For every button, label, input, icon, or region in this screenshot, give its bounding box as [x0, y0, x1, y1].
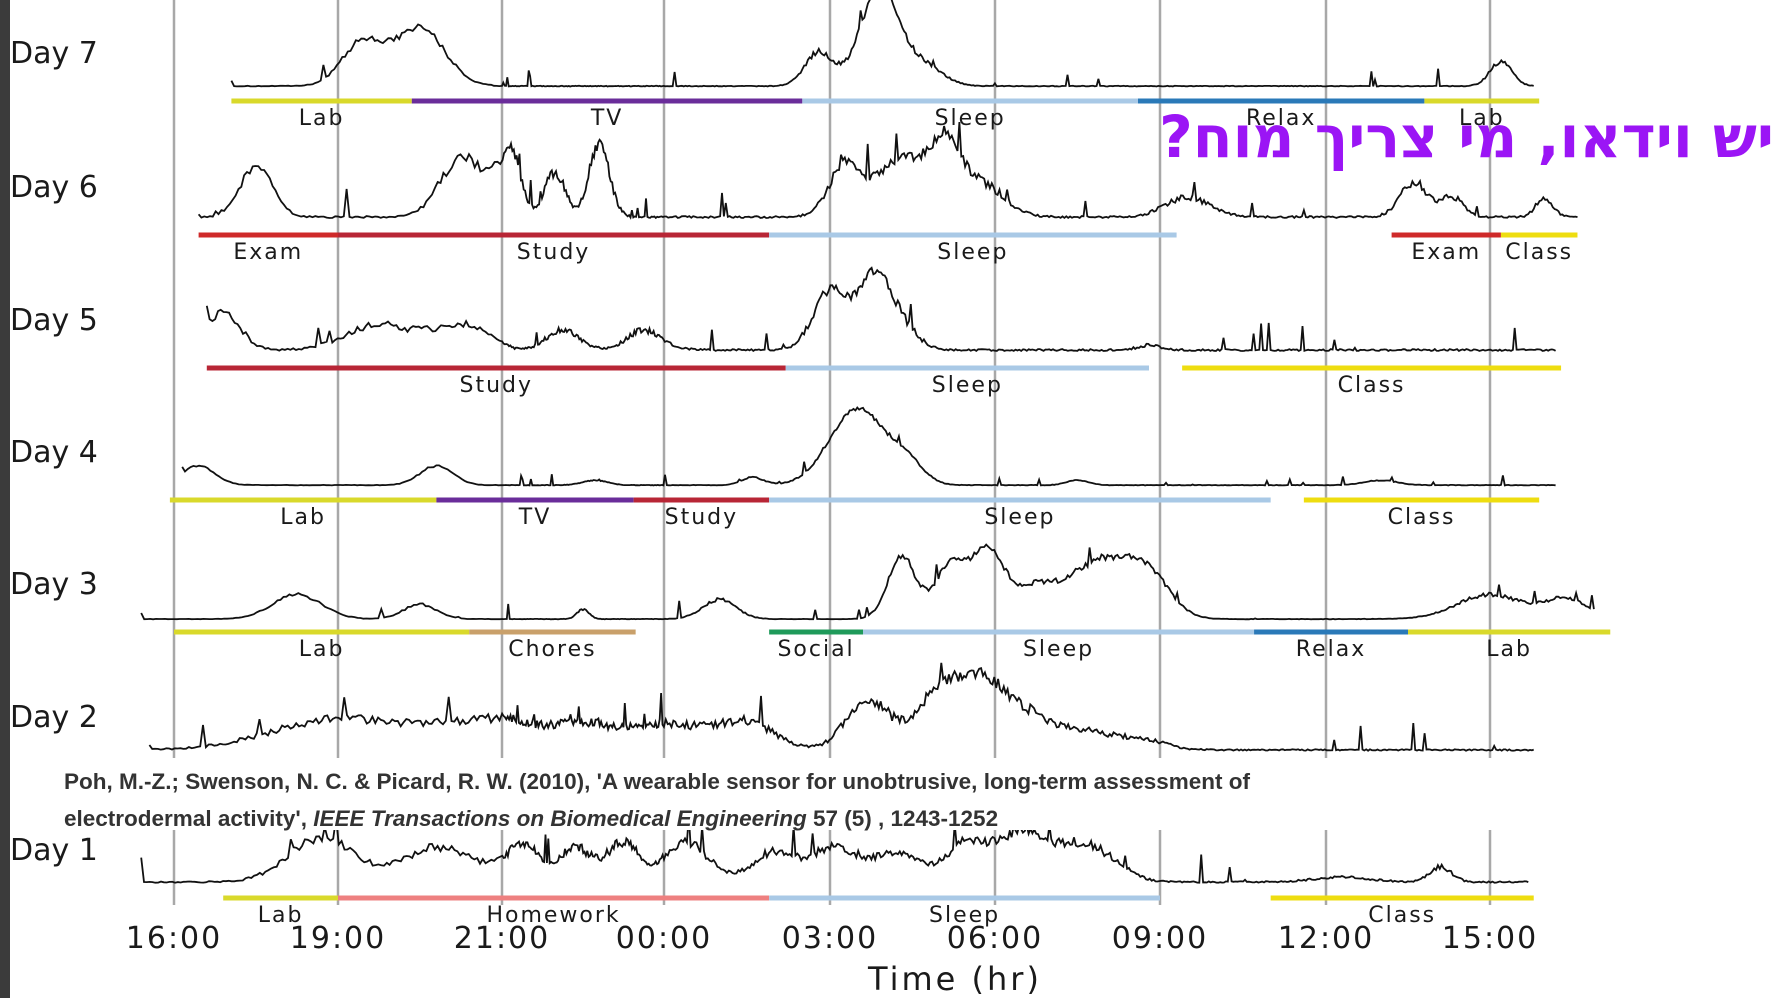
x-axis-label: Time (hr)	[867, 960, 1042, 998]
x-tick-label: 09:00	[1112, 921, 1208, 956]
activity-label: Sleep	[1023, 637, 1094, 662]
citation-title-cont: electrodermal activity',	[64, 806, 307, 831]
activity-label: Class	[1338, 373, 1406, 398]
citation-volume: 57 (5) , 1243-1252	[812, 806, 999, 831]
eda-trace	[140, 815, 1529, 884]
citation-authors-title: Poh, M.-Z.; Swenson, N. C. & Picard, R. …	[64, 769, 1251, 794]
activity-label: Lab	[1486, 637, 1532, 662]
x-tick-label: 06:00	[947, 921, 1043, 956]
eda-trace	[230, 0, 1534, 88]
day-row: Day 5 Study Sleep Class	[10, 266, 1562, 398]
activity-label: Study	[665, 505, 739, 530]
activity-label: Class	[1388, 505, 1456, 530]
day-label: Day 2	[10, 700, 98, 735]
day-label: Day 6	[10, 170, 98, 205]
overlay-title: יש וידאו, מי צריך מוח?	[1159, 103, 1774, 171]
day-row: Day 1 Lab Homework Sleep Class	[10, 815, 1534, 928]
day-label: Day 7	[10, 36, 98, 71]
activity-label: Exam	[1411, 240, 1481, 265]
x-tick-label: 16:00	[126, 921, 222, 956]
activity-label: Sleep	[937, 240, 1008, 265]
day-row: Day 4 Lab TV Study Sleep Class	[10, 406, 1556, 530]
x-tick-label: 00:00	[616, 921, 712, 956]
activity-label: Social	[777, 637, 854, 662]
activity-label: Class	[1505, 240, 1573, 265]
day-label: Day 4	[10, 435, 98, 470]
day-row: Day 6 Exam Study Sleep Exam Class	[10, 121, 1578, 265]
eda-trace	[205, 266, 1557, 353]
citation-box: Poh, M.-Z.; Swenson, N. C. & Picard, R. …	[52, 758, 1542, 831]
activity-label: Sleep	[984, 505, 1055, 530]
day-rows: Day 7 Lab TV Sleep Relax Lab Day 6 Exam Study Sle…	[10, 0, 1611, 928]
activity-label: Homework	[486, 903, 620, 928]
activity-label: Sleep	[932, 373, 1003, 398]
eda-trace	[181, 406, 1556, 487]
activity-label: Lab	[299, 637, 345, 662]
activity-label: Lab	[1459, 106, 1505, 131]
eda-trace	[140, 543, 1595, 621]
x-tick-label: 15:00	[1442, 921, 1538, 956]
activity-label: Sleep	[935, 106, 1006, 131]
activity-label: Relax	[1296, 637, 1366, 662]
activity-label: Study	[517, 240, 591, 265]
eda-chart: Day 7 Lab TV Sleep Relax Lab Day 6 Exam Study Sle…	[10, 0, 1611, 998]
eda-trace	[148, 662, 1535, 752]
eda-trace	[197, 121, 1578, 220]
left-edge-strip	[0, 0, 10, 998]
day-row: Day 3 Lab Chores Social Sleep Relax Lab	[10, 543, 1611, 662]
day-label: Day 5	[10, 303, 98, 338]
vertical-gridlines	[172, 0, 1492, 905]
activity-label: Lab	[280, 505, 326, 530]
activity-label: Lab	[299, 106, 345, 131]
x-tick-label: 19:00	[290, 921, 386, 956]
activity-label: Exam	[233, 240, 303, 265]
day-label: Day 1	[10, 833, 98, 868]
activity-label: Study	[460, 373, 534, 398]
activity-label: Lab	[258, 903, 304, 928]
day-row: Day 7 Lab TV Sleep Relax Lab	[10, 0, 1540, 131]
citation-journal: IEEE Transactions on Biomedical Engineer…	[313, 806, 807, 831]
day-label: Day 3	[10, 567, 98, 602]
activity-label: Sleep	[929, 903, 1000, 928]
x-tick-labels: 16:00 19:00 21:00 00:00 03:00 06:00 09:00 12:00…	[126, 921, 1538, 956]
x-tick-label: 12:00	[1278, 921, 1374, 956]
x-tick-label: 03:00	[782, 921, 878, 956]
x-tick-label: 21:00	[454, 921, 550, 956]
activity-label: TV	[590, 106, 624, 131]
activity-label: Class	[1368, 903, 1436, 928]
activity-label: Relax	[1246, 106, 1316, 131]
activity-label: Chores	[508, 637, 596, 662]
activity-label: TV	[518, 505, 552, 530]
